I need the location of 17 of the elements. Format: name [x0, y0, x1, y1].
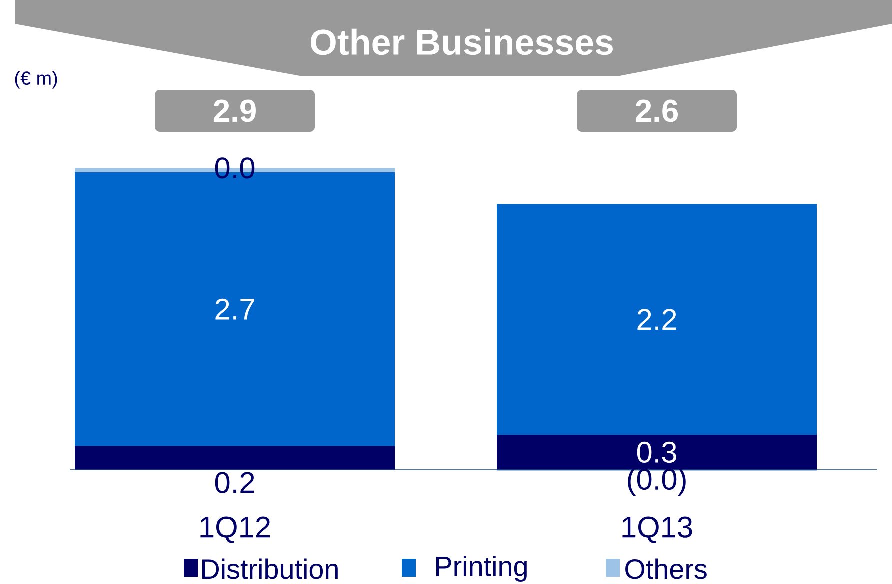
bar: [497, 434, 818, 470]
legend-label: Distribution: [202, 558, 338, 580]
data-label: 2.2: [638, 309, 676, 330]
x-tick-label: 1Q13: [622, 516, 692, 544]
bar: [497, 204, 818, 435]
total-label: 2.9: [214, 100, 256, 122]
data-label: 0.3: [637, 442, 676, 464]
legend-label: Others: [626, 558, 707, 580]
bar: [75, 446, 396, 470]
chart-title: Other Businesses: [310, 28, 613, 56]
legend-label: Printing: [436, 556, 527, 582]
x-tick-label: 1Q12: [200, 516, 270, 544]
y-axis-title: (€ m): [15, 71, 58, 89]
total-label: 2.6: [636, 100, 678, 122]
data-label: (0.0): [628, 468, 686, 496]
data-label: 2.7: [216, 298, 254, 320]
data-label: 0.2: [215, 472, 254, 494]
